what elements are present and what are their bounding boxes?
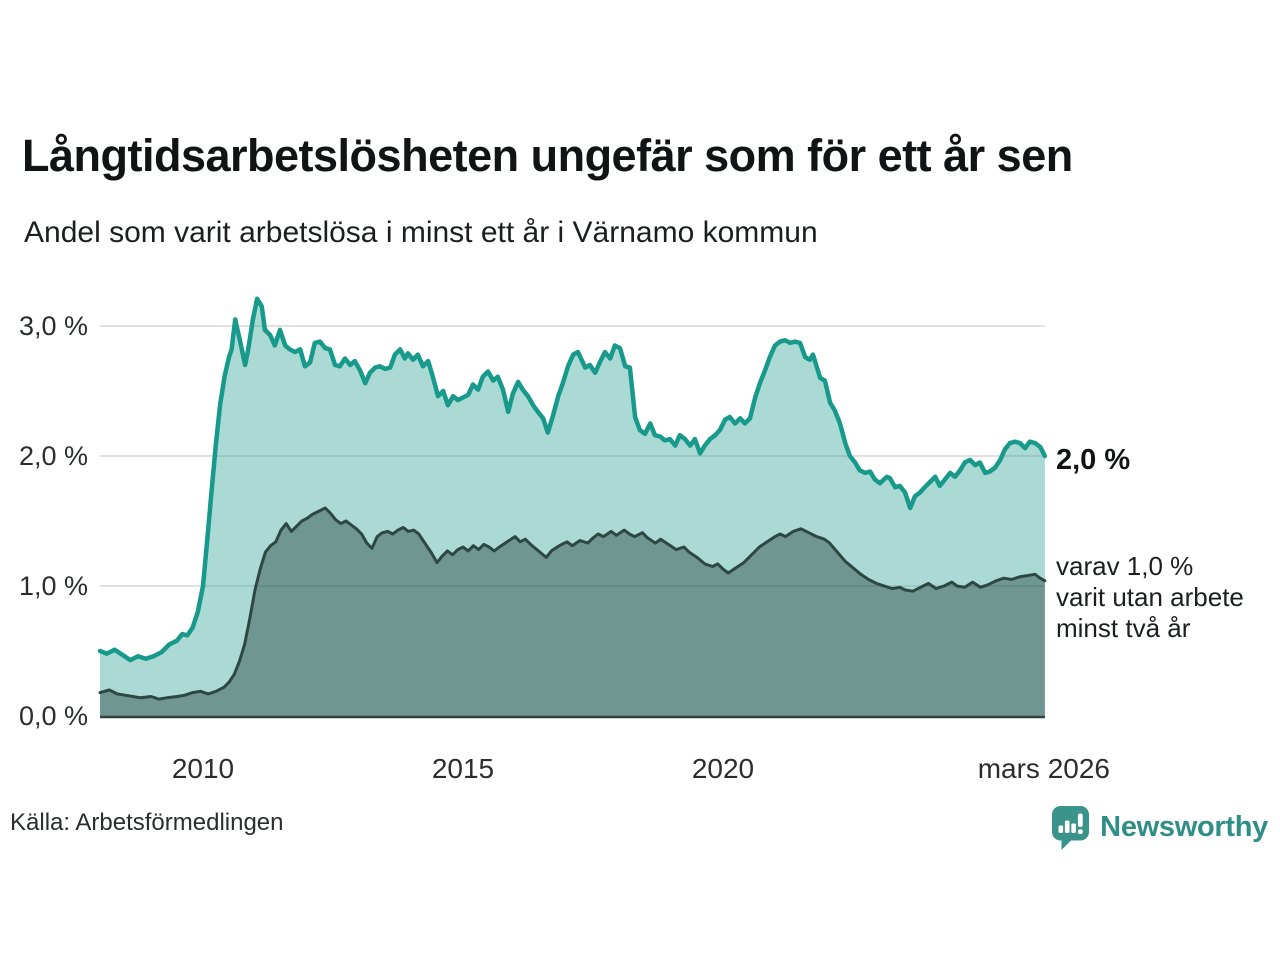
y-axis-tick-label: 1,0 % (19, 571, 88, 601)
source-attribution: Källa: Arbetsförmedlingen (10, 809, 284, 836)
newsworthy-logo-text: Newsworthy (1100, 810, 1268, 843)
newsworthy-branding: Newsworthy (1050, 802, 1268, 852)
y-axis-tick-label: 2,0 % (19, 441, 88, 471)
end-value-annotation: 2,0 % (1056, 444, 1131, 476)
y-axis-tick-label: 3,0 % (19, 311, 88, 341)
x-axis-tick-label: 2015 (432, 753, 494, 784)
x-axis-tick-label: 2020 (692, 753, 754, 784)
x-axis-tick-label: 2010 (172, 753, 234, 784)
secondary-series-annotation: varav 1,0 % varit utan arbete minst två … (1056, 551, 1244, 643)
line-unemployed-min-2-years (98, 506, 1047, 701)
chart-subtitle: Andel som varit arbetslösa i minst ett å… (24, 216, 818, 249)
y-axis-tick-label: 0,0 % (19, 701, 88, 731)
area-unemployed-min-2-years (100, 508, 1045, 716)
page-title: Långtidsarbetslösheten ungefär som för e… (22, 130, 1073, 181)
x-axis-tick-label: mars 2026 (978, 753, 1110, 784)
line-unemployed-min-1-year (97, 296, 1048, 663)
newsworthy-logo-icon (1050, 804, 1091, 851)
area-unemployed-min-1-year (100, 298, 1045, 716)
